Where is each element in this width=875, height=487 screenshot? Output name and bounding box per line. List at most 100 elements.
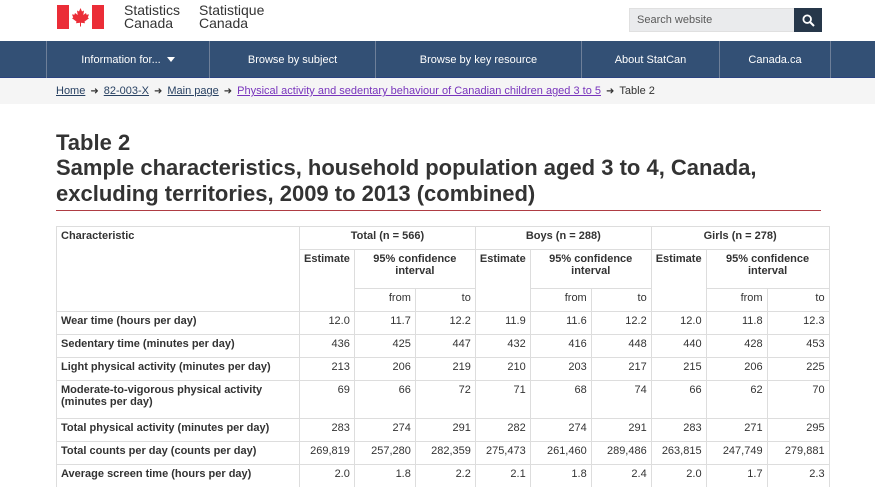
table-number: Table 2	[56, 130, 131, 155]
table-cell: 448	[590, 334, 652, 358]
col-estimate-girls: Estimate	[650, 249, 707, 312]
table-cell: 282,359	[414, 441, 476, 465]
row-label: Sedentary time (minutes per day)	[56, 334, 300, 358]
table-cell: 66	[650, 380, 707, 419]
table-cell: 225	[766, 357, 830, 381]
col-from-boys: from	[529, 288, 592, 312]
table-row: Average screen time (hours per day) 2.0 1.…	[56, 464, 830, 487]
table-cell: 217	[590, 357, 652, 381]
group-boys-header: Boys (n = 288)	[474, 226, 652, 250]
table-cell: 210	[474, 357, 531, 381]
nav-information-for-label: Information for...	[81, 53, 161, 66]
col-to-girls: to	[766, 288, 830, 312]
table-cell: 11.7	[353, 311, 416, 335]
table-cell: 275,473	[474, 441, 531, 465]
table-cell: 416	[529, 334, 592, 358]
col-estimate-boys: Estimate	[474, 249, 531, 312]
table-cell: 219	[414, 357, 476, 381]
table-cell: 2.4	[590, 464, 652, 487]
search-button[interactable]	[794, 8, 822, 32]
table-cell: 12.3	[766, 311, 830, 335]
table-cell: 206	[353, 357, 416, 381]
table-cell: 291	[590, 418, 652, 442]
main-nav: Information for... Browse by subject Bro…	[0, 41, 875, 78]
org-name-fr-line1: Statistique	[199, 2, 265, 18]
breadcrumb-catalogue[interactable]: 82-003-X	[103, 85, 149, 97]
nav-about-statcan-label: About StatCan	[614, 53, 687, 66]
col-to-boys: to	[590, 288, 652, 312]
table-row: Light physical activity (minutes per day…	[56, 357, 830, 381]
table-cell: 247,749	[705, 441, 768, 465]
table-cell: 447	[414, 334, 476, 358]
table-cell: 274	[529, 418, 592, 442]
table-row: Wear time (hours per day) 12.0 11.7 12.2 11.…	[56, 311, 830, 335]
table-cell: 2.0	[650, 464, 707, 487]
table-cell: 271	[705, 418, 768, 442]
table-cell: 72	[414, 380, 476, 419]
table-cell: 12.2	[414, 311, 476, 335]
search-icon	[801, 13, 815, 27]
table-cell: 261,460	[529, 441, 592, 465]
nav-canada-ca[interactable]: Canada.ca	[719, 41, 831, 78]
table-row: Sedentary time (minutes per day) 436 425 44…	[56, 334, 830, 358]
col-ci-boys: 95% confidence interval	[529, 249, 652, 289]
table-row: Total physical activity (minutes per day…	[56, 418, 830, 442]
site-header: Statistics Canada Statistique Canada Sea…	[0, 0, 875, 41]
table-row: Total counts per day (counts per day) 269…	[56, 441, 830, 465]
table-cell: 282	[474, 418, 531, 442]
table-cell: 2.2	[414, 464, 476, 487]
row-label: Total physical activity (minutes per day…	[56, 418, 300, 442]
row-label: Light physical activity (minutes per day…	[56, 357, 300, 381]
row-label: Total counts per day (counts per day)	[56, 441, 300, 465]
table-cell: 213	[299, 357, 355, 381]
col-ci-girls: 95% confidence interval	[705, 249, 830, 289]
row-label: Moderate-to-vigorous physical activity (…	[56, 380, 300, 419]
arrow-right-icon: ➜	[606, 86, 615, 97]
table-cell: 2.1	[474, 464, 531, 487]
table-cell: 203	[529, 357, 592, 381]
breadcrumb-home[interactable]: Home	[56, 85, 86, 97]
breadcrumb-article[interactable]: Physical activity and sedentary behaviou…	[237, 85, 601, 97]
arrow-right-icon: ➜	[223, 86, 233, 97]
chevron-down-icon	[166, 57, 175, 62]
nav-browse-by-key-resource[interactable]: Browse by key resource	[375, 41, 581, 78]
table-cell: 453	[766, 334, 830, 358]
table-cell: 1.7	[705, 464, 768, 487]
table-cell: 68	[529, 380, 592, 419]
nav-browse-by-subject-label: Browse by subject	[247, 53, 338, 66]
table-cell: 428	[705, 334, 768, 358]
table-cell: 283	[299, 418, 355, 442]
table-cell: 436	[299, 334, 355, 358]
table-cell: 62	[705, 380, 768, 419]
org-name-en-line2: Canada	[124, 15, 174, 31]
table-cell: 69	[299, 380, 355, 419]
org-name-french[interactable]: Statistique Canada	[199, 2, 265, 31]
breadcrumb: Home ➜ 82-003-X ➜ Main page ➜ Physical activit…	[0, 78, 875, 104]
nav-browse-by-subject[interactable]: Browse by subject	[209, 41, 375, 78]
table-cell: 70	[766, 380, 830, 419]
group-girls-header: Girls (n = 278)	[650, 226, 830, 250]
nav-information-for[interactable]: Information for...	[46, 41, 209, 78]
table-cell: 74	[590, 380, 652, 419]
canada-flag-icon[interactable]	[57, 5, 104, 29]
table-cell: 12.2	[590, 311, 652, 335]
table-cell: 12.0	[299, 311, 355, 335]
row-label: Wear time (hours per day)	[56, 311, 300, 335]
arrow-right-icon: ➜	[90, 86, 99, 97]
page-title: Sample characteristics, household popula…	[56, 155, 757, 206]
table-cell: 66	[353, 380, 416, 419]
breadcrumb-main-page[interactable]: Main page	[167, 85, 219, 97]
search-input[interactable]: Search website	[629, 8, 794, 32]
table-cell: 71	[474, 380, 531, 419]
breadcrumb-current: Table 2	[619, 85, 655, 97]
table-cell: 206	[705, 357, 768, 381]
group-total-header: Total (n = 566)	[299, 226, 476, 250]
arrow-right-icon: ➜	[154, 86, 163, 97]
org-name-english[interactable]: Statistics Canada	[124, 3, 180, 31]
nav-about-statcan[interactable]: About StatCan	[581, 41, 719, 78]
table-cell: 215	[650, 357, 707, 381]
table-cell: 11.8	[705, 311, 768, 335]
org-name-fr-line2: Canada	[199, 15, 249, 31]
table-cell: 11.9	[474, 311, 531, 335]
table-cell: 283	[650, 418, 707, 442]
